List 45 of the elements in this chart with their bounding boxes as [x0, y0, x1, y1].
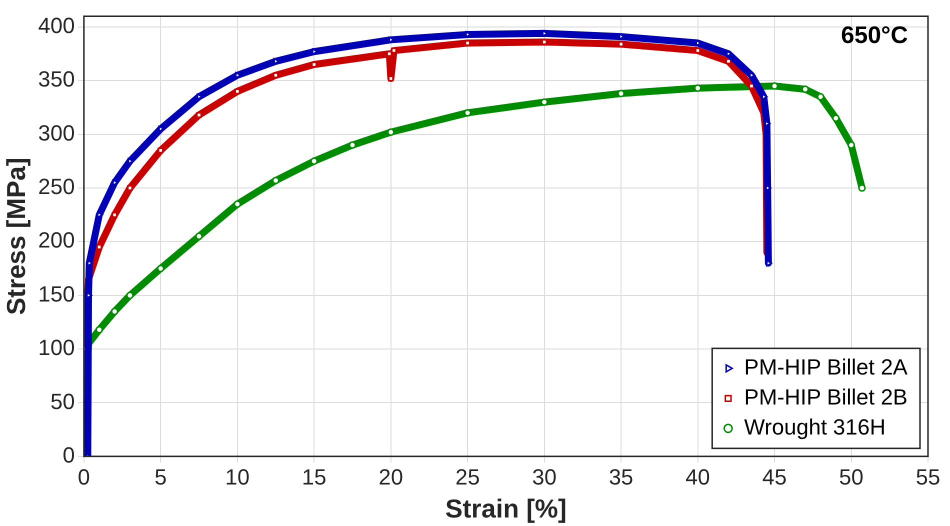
- point: [127, 185, 133, 191]
- x-axis-title: Strain [%]: [445, 494, 567, 524]
- y-tick-label: 300: [38, 120, 75, 146]
- x-tick-label: 45: [762, 464, 787, 490]
- y-tick-label: 400: [38, 13, 75, 38]
- y-axis-title: Stress [MPa]: [0, 158, 31, 316]
- x-tick-label: 55: [916, 464, 940, 490]
- y-tick-label: 50: [50, 388, 75, 414]
- x-tick-label: 0: [78, 464, 90, 490]
- x-tick-label: 25: [455, 464, 480, 490]
- point: [348, 141, 356, 149]
- x-tick-label: 20: [378, 464, 404, 490]
- annotation: 650°C: [841, 22, 908, 49]
- point: [112, 212, 118, 218]
- x-tick-label: 50: [839, 464, 864, 490]
- legend-label: PM-HIP Billet 2A: [744, 354, 908, 380]
- y-tick-label: 0: [62, 442, 75, 468]
- y-tick-label: 350: [38, 66, 75, 92]
- point: [272, 72, 279, 78]
- x-tick-label: 35: [608, 464, 634, 490]
- point: [96, 244, 102, 250]
- point: [816, 92, 824, 100]
- x-tick-label: 5: [154, 464, 167, 490]
- x-tick-label: 15: [302, 464, 326, 490]
- legend-label: Wrought 316H: [744, 414, 886, 440]
- x-tick-label: 10: [225, 464, 250, 490]
- point: [158, 148, 164, 154]
- point: [96, 326, 104, 334]
- x-tick-label: 40: [686, 464, 710, 490]
- point: [196, 112, 202, 118]
- point: [234, 200, 242, 208]
- point: [195, 232, 203, 240]
- point: [156, 264, 164, 272]
- x-tick-label: 30: [532, 464, 557, 490]
- point: [126, 292, 134, 300]
- y-tick-label: 200: [38, 228, 75, 253]
- point: [110, 308, 118, 316]
- point: [310, 157, 318, 165]
- legend-label: PM-HIP Billet 2B: [744, 384, 908, 410]
- y-tick-label: 150: [38, 281, 75, 306]
- y-tick-label: 100: [38, 335, 75, 360]
- y-tick-label: 250: [38, 174, 75, 200]
- point: [832, 114, 840, 122]
- point: [272, 176, 280, 184]
- point: [234, 88, 240, 94]
